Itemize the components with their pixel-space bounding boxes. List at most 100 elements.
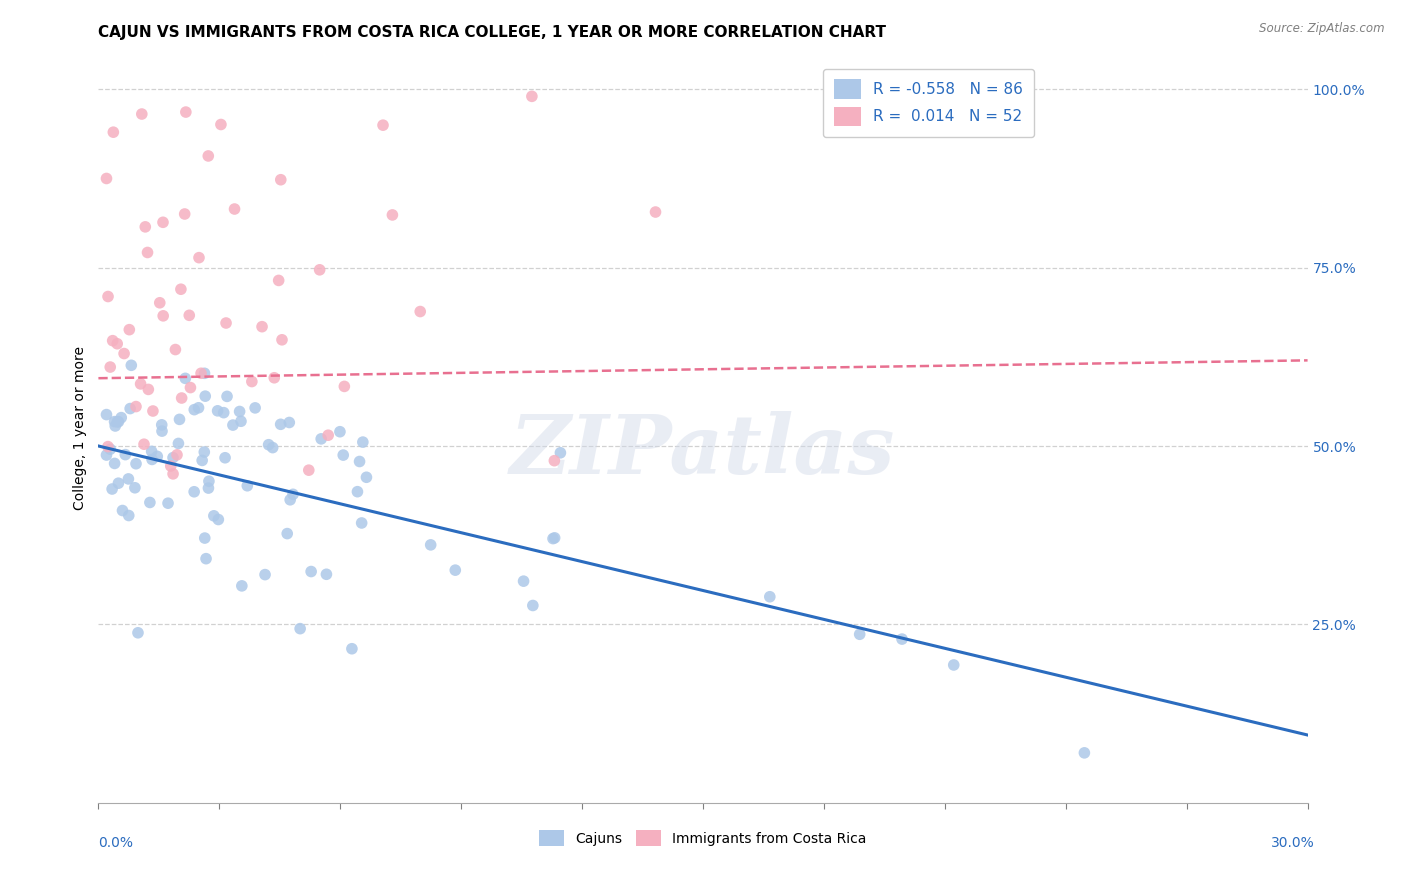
Point <box>120 359 142 373</box>
Point <box>97 440 120 454</box>
Point <box>550 446 572 460</box>
Point <box>195 551 218 566</box>
Legend: Cajuns, Immigrants from Costa Rica: Cajuns, Immigrants from Costa Rica <box>534 825 872 852</box>
Point <box>152 309 174 323</box>
Point <box>278 492 301 507</box>
Point <box>250 319 273 334</box>
Point <box>167 436 190 450</box>
Point <box>419 538 441 552</box>
Point <box>224 202 246 216</box>
Point <box>131 107 153 121</box>
Point <box>183 484 205 499</box>
Point <box>132 437 155 451</box>
Point <box>409 304 432 318</box>
Point <box>543 531 565 545</box>
Point <box>187 401 209 415</box>
Point <box>356 470 378 484</box>
Point <box>107 415 129 429</box>
Point <box>315 567 337 582</box>
Point <box>193 367 215 381</box>
Point <box>114 448 136 462</box>
Point <box>98 359 121 374</box>
Point <box>124 481 146 495</box>
Point <box>136 245 159 260</box>
Point <box>170 282 193 296</box>
Point <box>166 448 188 462</box>
Point <box>174 105 197 120</box>
Point <box>267 273 290 287</box>
Text: 30.0%: 30.0% <box>1271 836 1315 850</box>
Point <box>179 308 201 322</box>
Point <box>149 295 172 310</box>
Point <box>194 531 217 545</box>
Point <box>352 435 374 450</box>
Point <box>190 366 212 380</box>
Point <box>101 334 124 348</box>
Point <box>111 503 134 517</box>
Point <box>316 428 339 442</box>
Text: Source: ZipAtlas.com: Source: ZipAtlas.com <box>1260 22 1385 36</box>
Point <box>243 401 266 415</box>
Point <box>332 448 354 462</box>
Point <box>105 336 128 351</box>
Point <box>644 205 666 219</box>
Point <box>309 432 332 446</box>
Point <box>127 625 149 640</box>
Text: ZIPatlas: ZIPatlas <box>510 410 896 491</box>
Point <box>350 516 373 530</box>
Point <box>236 479 259 493</box>
Point <box>329 425 352 439</box>
Point <box>257 438 280 452</box>
Point <box>298 463 321 477</box>
Point <box>183 402 205 417</box>
Y-axis label: College, 1 year or more: College, 1 year or more <box>73 346 87 510</box>
Point <box>188 251 211 265</box>
Point <box>103 125 125 139</box>
Point <box>215 316 238 330</box>
Point <box>263 371 285 385</box>
Point <box>141 452 163 467</box>
Point <box>276 526 298 541</box>
Point <box>97 289 120 303</box>
Point <box>543 453 565 467</box>
Text: 0.0%: 0.0% <box>98 836 134 850</box>
Point <box>942 657 965 672</box>
Point <box>512 574 534 589</box>
Point <box>207 512 229 526</box>
Point <box>270 417 292 432</box>
Point <box>308 262 330 277</box>
Point <box>162 467 184 481</box>
Point <box>214 450 236 465</box>
Point <box>179 381 201 395</box>
Point <box>141 444 163 458</box>
Point <box>281 487 304 501</box>
Point <box>118 323 141 337</box>
Point <box>212 406 235 420</box>
Point <box>270 172 292 186</box>
Point <box>107 476 129 491</box>
Point <box>381 208 404 222</box>
Point <box>159 458 181 473</box>
Point <box>209 118 232 132</box>
Point <box>278 416 301 430</box>
Point <box>231 579 253 593</box>
Point <box>207 404 229 418</box>
Point <box>110 410 132 425</box>
Point <box>129 376 152 391</box>
Point <box>112 346 135 360</box>
Point <box>150 424 173 438</box>
Point <box>142 404 165 418</box>
Point <box>520 89 543 103</box>
Point <box>105 415 128 429</box>
Point <box>169 412 191 426</box>
Point <box>150 417 173 432</box>
Point <box>146 450 169 464</box>
Point <box>444 563 467 577</box>
Point <box>125 457 148 471</box>
Point <box>103 415 125 429</box>
Point <box>101 482 124 496</box>
Point <box>759 590 782 604</box>
Point <box>96 171 118 186</box>
Point <box>162 450 184 465</box>
Point <box>98 442 121 457</box>
